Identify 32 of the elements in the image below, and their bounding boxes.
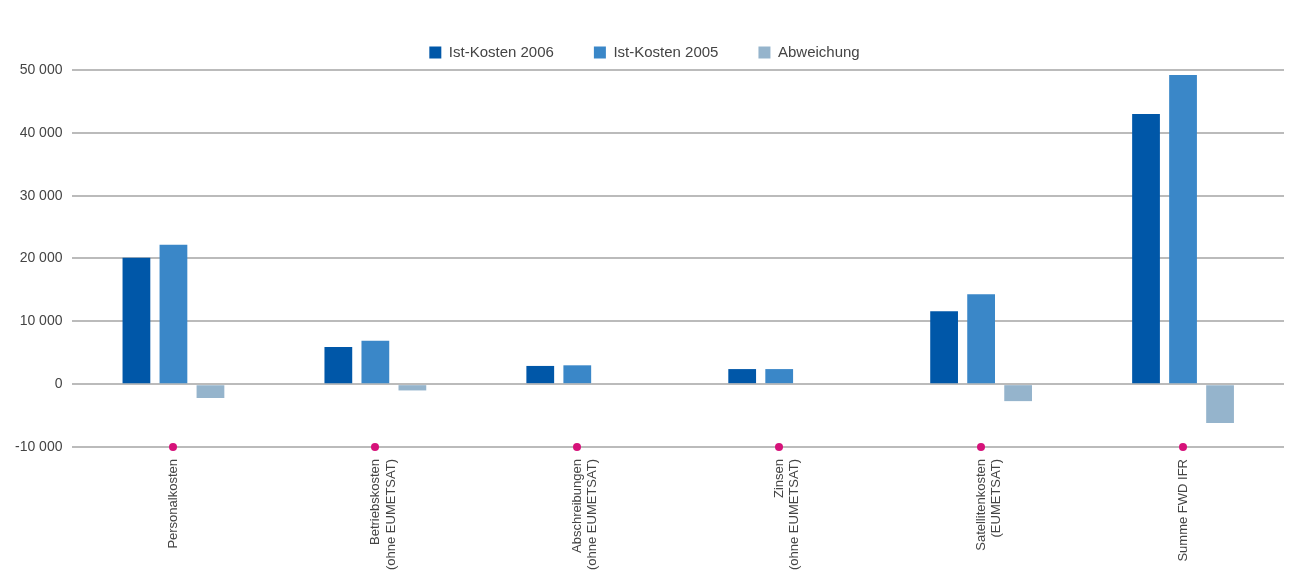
bar (196, 385, 225, 398)
legend-label: Ist-Kosten 2006 (448, 42, 554, 60)
bar (324, 347, 353, 384)
x-tick-label: Summe FWD IFR (1174, 458, 1190, 562)
bar (563, 365, 592, 384)
bar (1132, 113, 1160, 384)
bar (1206, 385, 1234, 424)
x-tick-label: Abschreibungen (ohne EUMETSAT) (568, 458, 600, 571)
y-tick-label: -10 000 (15, 437, 63, 454)
legend-label: Ist-Kosten 2005 (613, 42, 719, 60)
bar (1004, 385, 1033, 402)
legend-label: Abweichung (777, 42, 860, 60)
x-tick-label: Betriebskosten (ohne EUMETSAT) (366, 458, 398, 571)
bar (728, 369, 757, 384)
x-tick-label: Zinsen (ohne EUMETSAT) (770, 458, 802, 571)
y-tick-label: 40 000 (19, 123, 63, 140)
y-tick-label: 20 000 (19, 249, 63, 266)
bar (1169, 75, 1197, 384)
bar (122, 257, 151, 384)
y-tick-label: 30 000 (19, 186, 63, 203)
bar (361, 340, 390, 384)
bar (398, 385, 427, 391)
bar (765, 369, 794, 384)
y-tick-label: 0 (54, 375, 63, 392)
bar (526, 365, 555, 384)
y-tick-label: 10 000 (19, 312, 63, 329)
bar (967, 294, 995, 384)
x-tick-label: Personalkosten (165, 458, 181, 549)
bar (930, 311, 958, 384)
y-tick-label: 50 000 (19, 60, 63, 77)
bar (159, 244, 188, 384)
x-tick-label: Satellitenkosten (EUMETSAT) (972, 458, 1004, 551)
